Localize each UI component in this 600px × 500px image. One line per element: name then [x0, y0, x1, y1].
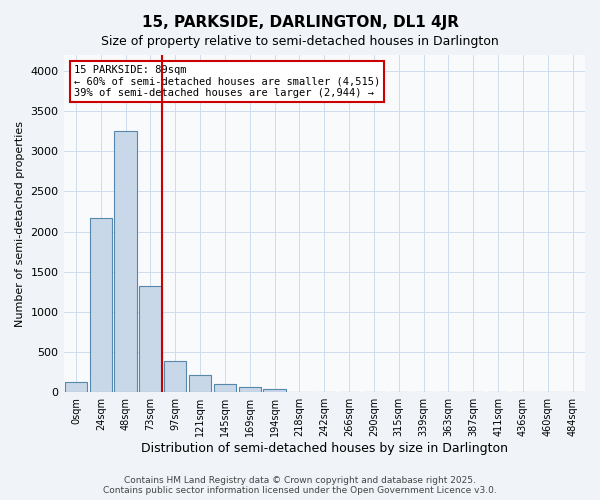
Text: 15, PARKSIDE, DARLINGTON, DL1 4JR: 15, PARKSIDE, DARLINGTON, DL1 4JR	[142, 15, 458, 30]
Bar	[239, 388, 261, 392]
Bar	[214, 384, 236, 392]
Y-axis label: Number of semi-detached properties: Number of semi-detached properties	[15, 120, 25, 326]
X-axis label: Distribution of semi-detached houses by size in Darlington: Distribution of semi-detached houses by …	[141, 442, 508, 455]
Text: 15 PARKSIDE: 89sqm
← 60% of semi-detached houses are smaller (4,515)
39% of semi: 15 PARKSIDE: 89sqm ← 60% of semi-detache…	[74, 65, 380, 98]
Bar	[65, 382, 87, 392]
Bar	[139, 286, 161, 392]
Bar	[164, 361, 187, 392]
Bar	[263, 389, 286, 392]
Bar	[115, 132, 137, 392]
Text: Size of property relative to semi-detached houses in Darlington: Size of property relative to semi-detach…	[101, 35, 499, 48]
Bar	[189, 376, 211, 392]
Text: Contains HM Land Registry data © Crown copyright and database right 2025.
Contai: Contains HM Land Registry data © Crown c…	[103, 476, 497, 495]
Bar	[89, 218, 112, 392]
